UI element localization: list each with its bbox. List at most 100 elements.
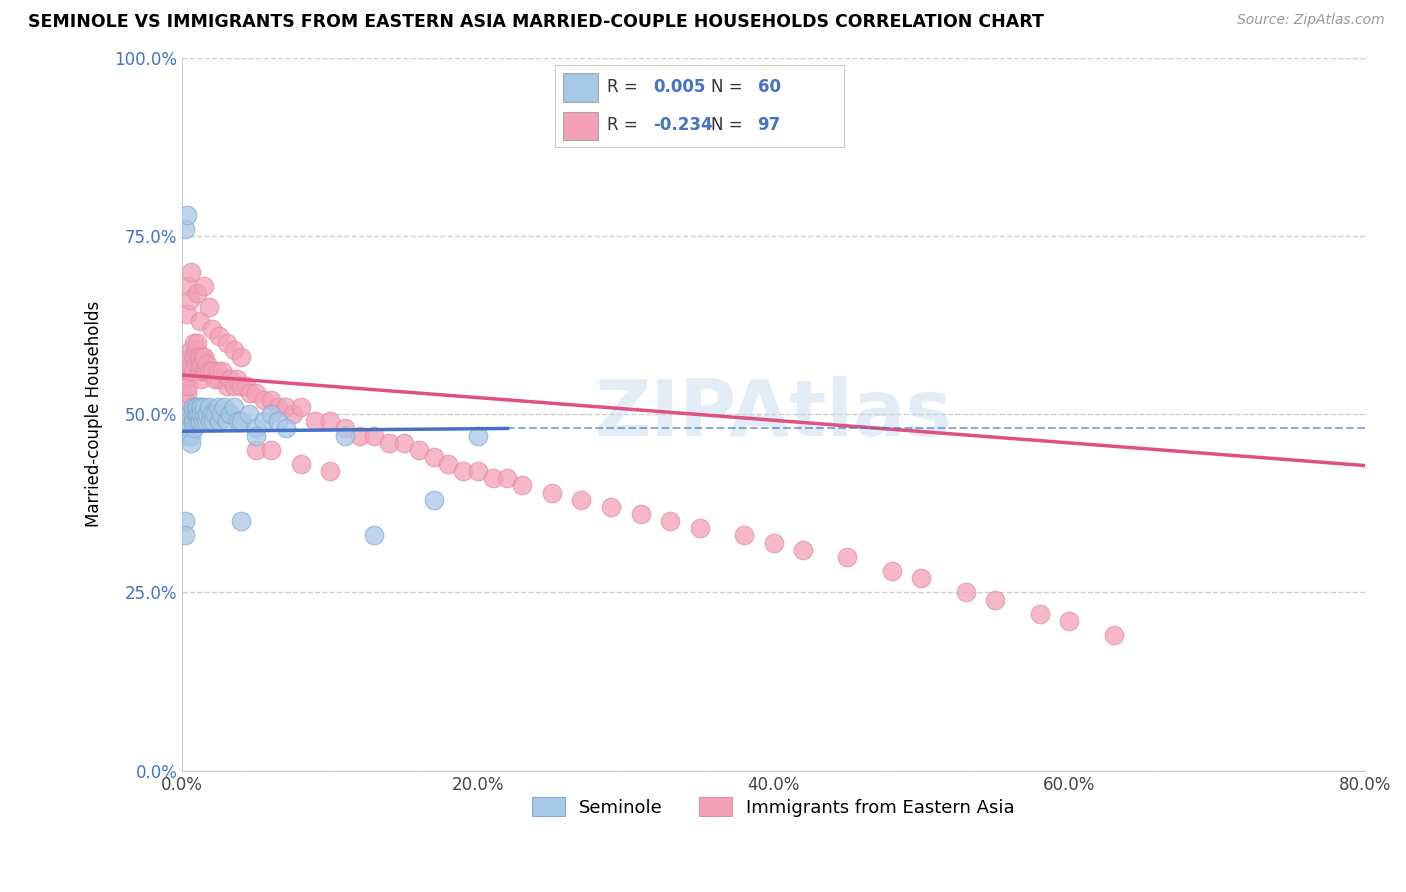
Point	[193, 364, 215, 378]
Point	[231, 350, 253, 364]
Point	[392, 435, 415, 450]
Point	[451, 464, 474, 478]
Point	[176, 385, 198, 400]
Point	[1057, 614, 1080, 628]
Point	[762, 535, 785, 549]
Y-axis label: Married-couple Households: Married-couple Households	[86, 301, 103, 527]
Point	[600, 500, 623, 514]
Point	[181, 400, 204, 414]
Point	[211, 364, 233, 378]
Point	[174, 528, 197, 542]
Point	[181, 364, 204, 378]
Point	[179, 350, 201, 364]
Point	[177, 378, 200, 392]
Point	[186, 407, 208, 421]
Point	[1102, 628, 1125, 642]
Point	[177, 278, 200, 293]
Legend: Seminole, Immigrants from Eastern Asia: Seminole, Immigrants from Eastern Asia	[523, 789, 1024, 826]
Text: SEMINOLE VS IMMIGRANTS FROM EASTERN ASIA MARRIED-COUPLE HOUSEHOLDS CORRELATION C: SEMINOLE VS IMMIGRANTS FROM EASTERN ASIA…	[28, 13, 1045, 31]
Point	[222, 378, 245, 392]
Point	[231, 414, 253, 428]
Point	[274, 421, 297, 435]
Point	[984, 592, 1007, 607]
Point	[186, 350, 208, 364]
Point	[880, 564, 903, 578]
Point	[208, 371, 231, 385]
Point	[177, 414, 200, 428]
Point	[187, 407, 209, 421]
Point	[792, 542, 814, 557]
Point	[193, 350, 215, 364]
Point	[540, 485, 562, 500]
Point	[222, 400, 245, 414]
Point	[207, 400, 229, 414]
Point	[194, 414, 217, 428]
Point	[208, 414, 231, 428]
Point	[181, 350, 204, 364]
Point	[319, 414, 342, 428]
Point	[184, 407, 207, 421]
Point	[177, 428, 200, 442]
Point	[194, 364, 217, 378]
Point	[733, 528, 755, 542]
Point	[180, 357, 202, 371]
Point	[481, 471, 503, 485]
Point	[1028, 607, 1050, 621]
Point	[215, 414, 238, 428]
Point	[630, 507, 652, 521]
Point	[218, 371, 240, 385]
Point	[955, 585, 977, 599]
Point	[467, 428, 489, 442]
Point	[186, 400, 208, 414]
Point	[198, 400, 221, 414]
Point	[689, 521, 711, 535]
Point	[281, 407, 304, 421]
Point	[245, 428, 267, 442]
Point	[184, 400, 207, 414]
Point	[304, 414, 326, 428]
Point	[198, 364, 221, 378]
Point	[235, 378, 257, 392]
Point	[201, 407, 224, 421]
Point	[201, 321, 224, 335]
Point	[177, 364, 200, 378]
Point	[260, 442, 283, 457]
Point	[228, 414, 250, 428]
Point	[569, 492, 592, 507]
Point	[209, 407, 232, 421]
Point	[190, 400, 212, 414]
Point	[186, 335, 208, 350]
Point	[837, 549, 859, 564]
Point	[179, 421, 201, 435]
Point	[179, 407, 201, 421]
Point	[191, 350, 214, 364]
Point	[378, 435, 401, 450]
Point	[186, 285, 208, 300]
Point	[193, 278, 215, 293]
Point	[183, 335, 205, 350]
Point	[180, 435, 202, 450]
Point	[231, 514, 253, 528]
Point	[198, 300, 221, 314]
Point	[174, 421, 197, 435]
Point	[245, 442, 267, 457]
Point	[183, 350, 205, 364]
Point	[188, 314, 211, 328]
Point	[215, 378, 238, 392]
Point	[363, 528, 385, 542]
Point	[467, 464, 489, 478]
Point	[659, 514, 682, 528]
Point	[226, 371, 249, 385]
Point	[204, 371, 226, 385]
Point	[218, 407, 240, 421]
Point	[245, 421, 267, 435]
Point	[260, 407, 283, 421]
Point	[176, 414, 198, 428]
Point	[204, 407, 226, 421]
Point	[187, 350, 209, 364]
Point	[333, 421, 356, 435]
Point	[215, 335, 238, 350]
Point	[212, 400, 235, 414]
Point	[190, 407, 212, 421]
Point	[191, 414, 214, 428]
